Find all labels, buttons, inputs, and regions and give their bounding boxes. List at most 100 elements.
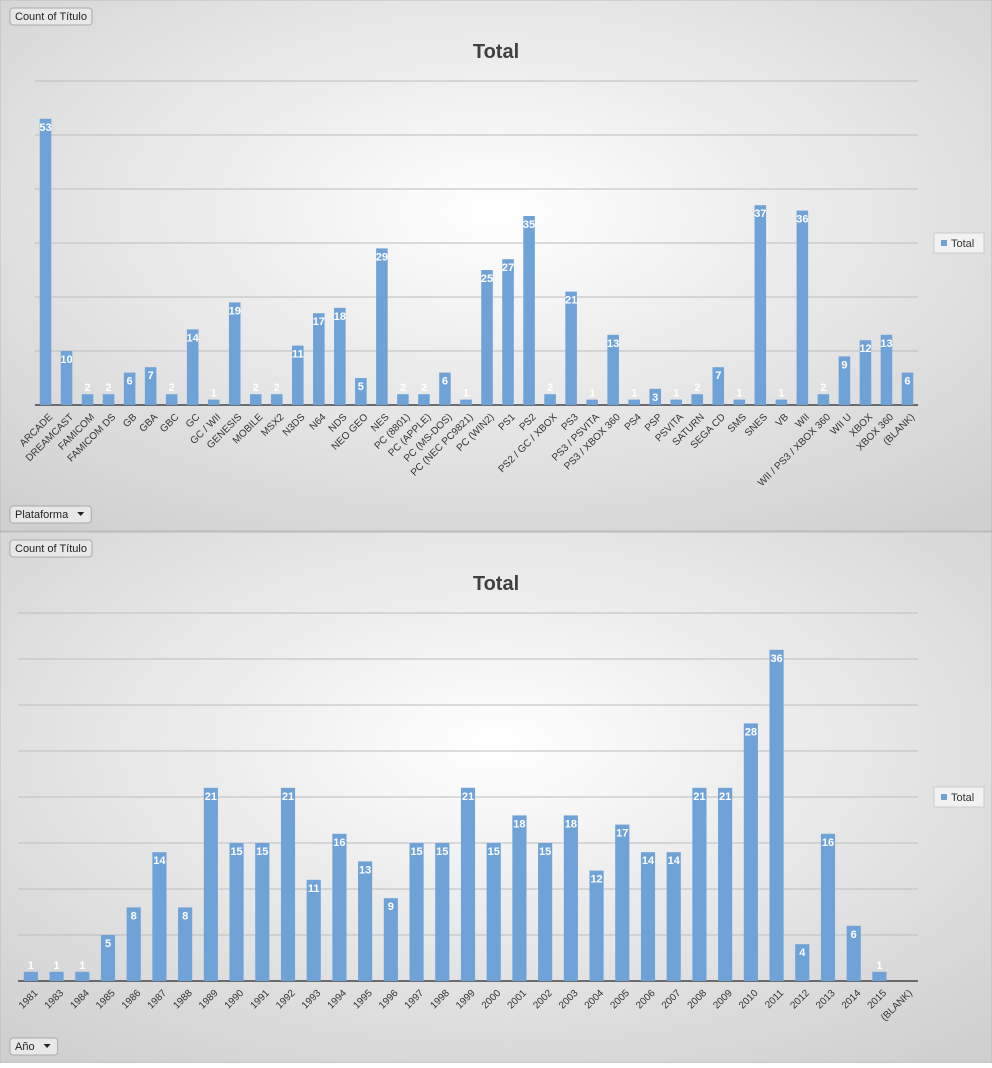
data-label: 1 — [211, 388, 217, 400]
data-label: 27 — [502, 262, 514, 274]
legend-label: Total — [951, 238, 974, 250]
data-label: 6 — [127, 376, 133, 388]
data-label: 36 — [770, 653, 782, 665]
bar — [649, 388, 661, 405]
bar — [332, 833, 347, 981]
data-label: 2 — [400, 382, 406, 394]
chart-panel — [0, 0, 992, 532]
data-label: 9 — [388, 901, 394, 913]
data-label: 14 — [642, 855, 655, 867]
bar — [512, 815, 527, 981]
data-label: 15 — [256, 846, 268, 858]
data-label: 2 — [84, 382, 90, 394]
bar — [186, 329, 199, 405]
bar — [775, 399, 788, 405]
bar — [123, 372, 136, 405]
bar — [280, 787, 296, 981]
data-label: 12 — [590, 874, 602, 886]
data-label: 8 — [131, 910, 137, 922]
data-label: 2 — [694, 382, 700, 394]
data-label: 2 — [421, 382, 427, 394]
dropdown-arrow — [43, 1044, 51, 1048]
bar — [376, 248, 388, 405]
data-label: 14 — [153, 855, 166, 867]
data-label: 1 — [673, 388, 679, 400]
bar — [901, 372, 914, 405]
bar — [691, 394, 704, 405]
bar — [544, 394, 556, 405]
data-label: 21 — [282, 791, 294, 803]
data-label: 18 — [513, 818, 525, 830]
bar — [306, 879, 321, 981]
data-label: 25 — [481, 273, 493, 285]
legend-box — [933, 232, 985, 254]
data-label: 21 — [719, 791, 731, 803]
legend-swatch — [941, 794, 947, 800]
bar — [144, 367, 157, 405]
bar — [872, 971, 887, 981]
data-label: 1 — [631, 388, 637, 400]
data-label: 1 — [736, 388, 742, 400]
bar — [460, 399, 472, 405]
bar — [733, 399, 746, 405]
axis-field-button-label: Año — [15, 1041, 35, 1053]
data-label: 13 — [359, 864, 371, 876]
data-label: 1 — [79, 960, 85, 972]
bar — [383, 898, 398, 981]
bar — [60, 351, 73, 405]
bar — [152, 852, 167, 981]
data-label: 2 — [106, 382, 112, 394]
bar — [228, 302, 241, 405]
data-label: 6 — [442, 376, 448, 388]
data-label: 36 — [796, 214, 808, 226]
bar — [565, 291, 577, 405]
bar — [229, 843, 244, 981]
data-label: 2 — [169, 382, 175, 394]
bar — [203, 787, 218, 981]
axis-field-button[interactable] — [9, 1037, 59, 1056]
data-label: 11 — [292, 349, 304, 361]
bar — [100, 935, 116, 981]
bar — [563, 815, 578, 981]
data-label: 14 — [668, 855, 681, 867]
data-label: 15 — [488, 846, 500, 858]
field-button-label: Count of Título — [15, 543, 87, 555]
data-label: 1 — [54, 960, 60, 972]
data-label: 8 — [182, 910, 188, 922]
bar — [589, 870, 604, 981]
data-label: 37 — [754, 208, 766, 220]
data-label: 15 — [539, 846, 551, 858]
data-label: 15 — [230, 846, 242, 858]
field-button-label: Count of Título — [15, 11, 87, 23]
bar — [249, 394, 262, 405]
data-label: 7 — [148, 370, 154, 382]
data-label: 7 — [715, 370, 721, 382]
bar — [666, 852, 681, 981]
bar — [692, 787, 707, 981]
data-label: 28 — [745, 726, 757, 738]
bar — [586, 399, 598, 405]
data-label: 14 — [187, 332, 200, 344]
bar — [49, 971, 64, 981]
bar — [355, 378, 367, 405]
chart-title: Total — [473, 573, 519, 595]
bar — [418, 394, 430, 405]
data-label: 1 — [463, 388, 469, 400]
data-label: 16 — [333, 837, 345, 849]
bar — [754, 205, 767, 405]
field-button[interactable] — [9, 7, 93, 26]
data-label: 21 — [205, 791, 217, 803]
data-label: 16 — [822, 837, 834, 849]
legend-box — [933, 786, 985, 808]
bar — [523, 216, 535, 405]
data-label: 17 — [616, 828, 628, 840]
bar — [538, 843, 553, 981]
field-button[interactable] — [9, 539, 93, 558]
axis-field-button[interactable] — [9, 505, 92, 524]
bar — [481, 270, 493, 405]
data-label: 10 — [60, 354, 72, 366]
data-label: 53 — [39, 122, 51, 134]
data-label: 6 — [904, 376, 910, 388]
